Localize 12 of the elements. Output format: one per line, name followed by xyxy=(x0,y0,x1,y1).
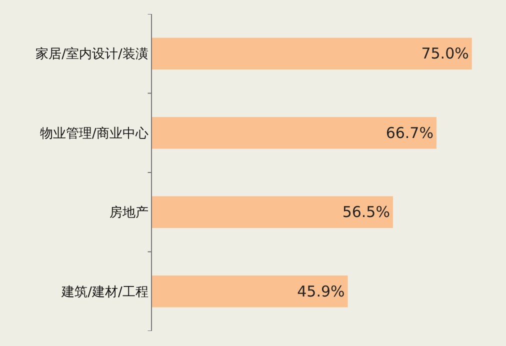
data-label: 75.0% xyxy=(421,44,469,63)
data-label: 45.9% xyxy=(297,282,345,300)
data-label: 56.5% xyxy=(342,203,390,222)
bar xyxy=(152,196,393,228)
y-tick-label: 物业管理/商业中心 xyxy=(40,125,148,142)
data-label: 66.7% xyxy=(386,124,434,142)
y-tick-label: 家居/室内设计/装潢 xyxy=(36,46,148,62)
bar xyxy=(152,117,436,149)
y-tick-label: 建筑/建材/工程 xyxy=(60,284,148,300)
bar xyxy=(152,276,348,308)
bar xyxy=(152,38,472,70)
y-tick-label: 房地产 xyxy=(109,204,148,221)
